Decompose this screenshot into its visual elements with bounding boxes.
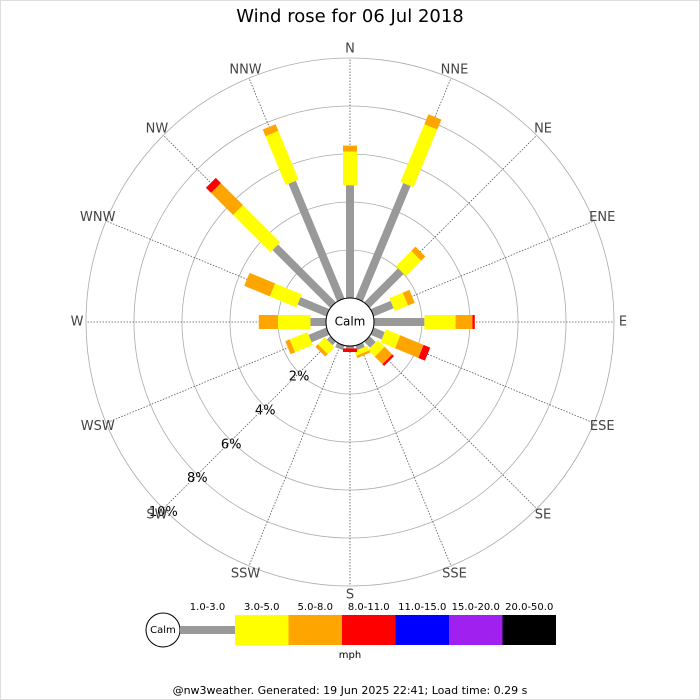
bar-segment xyxy=(355,342,365,351)
bar-segment xyxy=(370,327,385,340)
bar-segment xyxy=(373,318,425,326)
spoke xyxy=(163,338,334,509)
legend-label: 5.0-8.0 xyxy=(298,602,333,613)
bar-segment xyxy=(355,182,411,302)
bar-segment xyxy=(455,315,473,329)
bar-segment xyxy=(285,339,296,355)
bar-segment xyxy=(424,114,442,130)
direction-label: SE xyxy=(535,508,551,523)
direction-label: S xyxy=(346,588,354,603)
direction-label: WNW xyxy=(80,210,116,225)
legend-label: 8.0-11.0 xyxy=(348,602,390,613)
direction-label: NE xyxy=(534,121,552,136)
bar-segment xyxy=(265,130,299,185)
calm-circle xyxy=(325,297,375,347)
bar-segment xyxy=(343,348,357,352)
bar-segment xyxy=(394,335,424,358)
r-tick-label: 2% xyxy=(289,369,310,384)
calm-label: Calm xyxy=(335,315,366,329)
bar-segment xyxy=(346,346,354,349)
bar-segment xyxy=(335,342,345,351)
bar-segment xyxy=(343,151,357,186)
direction-label: NNW xyxy=(229,62,261,77)
direction-label: SSW xyxy=(231,567,261,582)
bar-segment xyxy=(395,250,422,277)
bar-segment xyxy=(382,354,394,366)
legend-calm-label: Calm xyxy=(150,625,176,636)
r-tick-label: 4% xyxy=(255,403,276,418)
bar-segment xyxy=(346,185,354,298)
direction-label: NW xyxy=(146,121,169,136)
bar-segment xyxy=(289,332,313,353)
bar-segment xyxy=(374,346,393,365)
spoke xyxy=(366,338,537,509)
bar-segment xyxy=(411,246,426,261)
bar-segment xyxy=(418,344,431,361)
bar-segment xyxy=(308,327,330,343)
direction-label: W xyxy=(71,315,84,330)
bar-segment xyxy=(364,268,404,308)
bar-segment xyxy=(233,205,281,253)
bar-segment xyxy=(297,297,330,317)
direction-label: N xyxy=(345,42,355,57)
bar-segment xyxy=(262,124,279,137)
spoke xyxy=(248,344,342,567)
legend: Calm mph 1.0-3.0 3.0-5.0 5.0-8.0 8.0-11.0 11… xyxy=(145,602,556,661)
grid-ring xyxy=(85,57,615,587)
bar-segment xyxy=(380,329,401,349)
r-tick-label: 6% xyxy=(221,437,242,452)
direction-label: ESE xyxy=(590,419,615,434)
bar-segment xyxy=(272,244,336,308)
unit-label: mph xyxy=(339,650,361,661)
direction-label: NNE xyxy=(441,62,469,77)
legend-label: 11.0-15.0 xyxy=(398,602,446,613)
bar-segment xyxy=(400,124,438,188)
bar-segment xyxy=(356,350,371,358)
spoke xyxy=(358,344,452,567)
legend-label: 3.0-5.0 xyxy=(244,602,279,613)
direction-label: SSE xyxy=(442,567,467,582)
bar-segment xyxy=(269,283,302,308)
bar-segment xyxy=(310,318,326,326)
legend-swatch xyxy=(180,626,235,634)
r-tick-label: 10% xyxy=(149,505,178,520)
r-tick-label: 8% xyxy=(187,471,208,486)
bar-segment xyxy=(210,182,243,215)
bar-segment xyxy=(389,292,409,312)
footer: @nw3weather. Generated: 19 Jun 2025 22:4… xyxy=(173,684,528,697)
bar-segment xyxy=(244,272,276,297)
bar-segment xyxy=(424,315,456,329)
bar-segment xyxy=(370,300,394,317)
bar-segment xyxy=(315,344,328,357)
legend-swatch xyxy=(502,615,556,645)
bar-segment xyxy=(326,336,336,346)
bar-segment xyxy=(205,177,221,193)
chart-title: Wind rose for 06 Jul 2018 xyxy=(236,6,464,27)
bar-segment xyxy=(472,315,475,329)
direction-label: E xyxy=(619,315,627,330)
legend-swatch xyxy=(235,615,289,645)
bar-segment xyxy=(354,345,370,356)
legend-label: 15.0-20.0 xyxy=(452,602,500,613)
bar-segment xyxy=(343,145,357,152)
bars xyxy=(205,114,475,366)
bar-segment xyxy=(367,339,385,357)
bar-segment xyxy=(258,315,279,329)
bar-segment xyxy=(288,180,345,302)
bar-segment xyxy=(402,289,415,306)
bar-segment xyxy=(278,315,311,329)
legend-label: 1.0-3.0 xyxy=(190,602,225,613)
legend-swatch xyxy=(449,615,503,645)
legend-swatch xyxy=(288,615,342,645)
legend-swatch xyxy=(395,615,449,645)
legend-label: 20.0-50.0 xyxy=(505,602,553,613)
legend-swatch xyxy=(342,615,396,645)
direction-label: ENE xyxy=(589,210,615,225)
direction-label: WSW xyxy=(81,419,115,434)
direction-label: SW xyxy=(146,508,167,523)
bar-segment xyxy=(317,337,335,355)
